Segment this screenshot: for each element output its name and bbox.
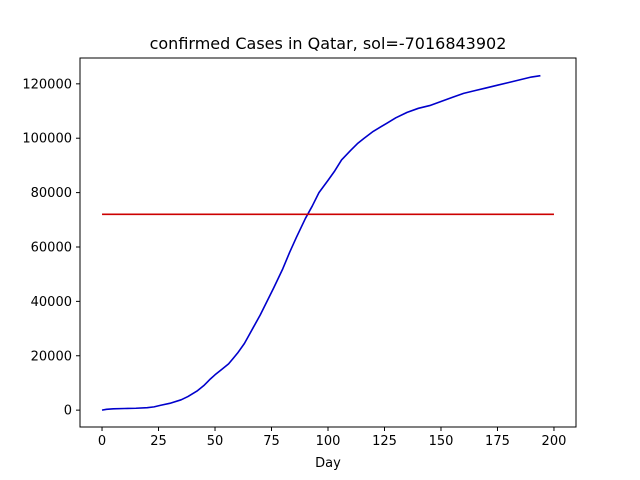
y-tick-label: 0	[64, 404, 72, 419]
x-tick-label: 200	[542, 434, 567, 449]
x-tick-label: 50	[207, 434, 224, 449]
plot-frame	[79, 57, 577, 428]
x-tick-label: 75	[263, 434, 280, 449]
x-axis-ticks: 0 25 50 75 100 125 150 175 200	[98, 427, 566, 449]
series-line-1	[101, 74, 541, 411]
x-tick-label: 125	[372, 434, 397, 449]
y-tick-label: 100000	[22, 132, 72, 147]
x-tick-label: 0	[98, 434, 106, 449]
y-tick-label: 40000	[31, 295, 72, 310]
plot-series	[101, 74, 554, 411]
y-tick-label: 80000	[31, 186, 72, 201]
x-tick-label: 25	[150, 434, 167, 449]
y-tick-label: 20000	[31, 349, 72, 364]
chart-title: confirmed Cases in Qatar, sol=-701684390…	[150, 34, 507, 53]
x-axis-label: Day	[315, 456, 341, 471]
x-tick-label: 175	[485, 434, 510, 449]
x-tick-label: 100	[316, 434, 341, 449]
y-axis-ticks: 0 20000 40000 60000 80000 100000 120000	[22, 77, 80, 419]
x-tick-label: 150	[429, 434, 454, 449]
y-tick-label: 120000	[22, 77, 72, 92]
y-tick-label: 60000	[31, 240, 72, 255]
